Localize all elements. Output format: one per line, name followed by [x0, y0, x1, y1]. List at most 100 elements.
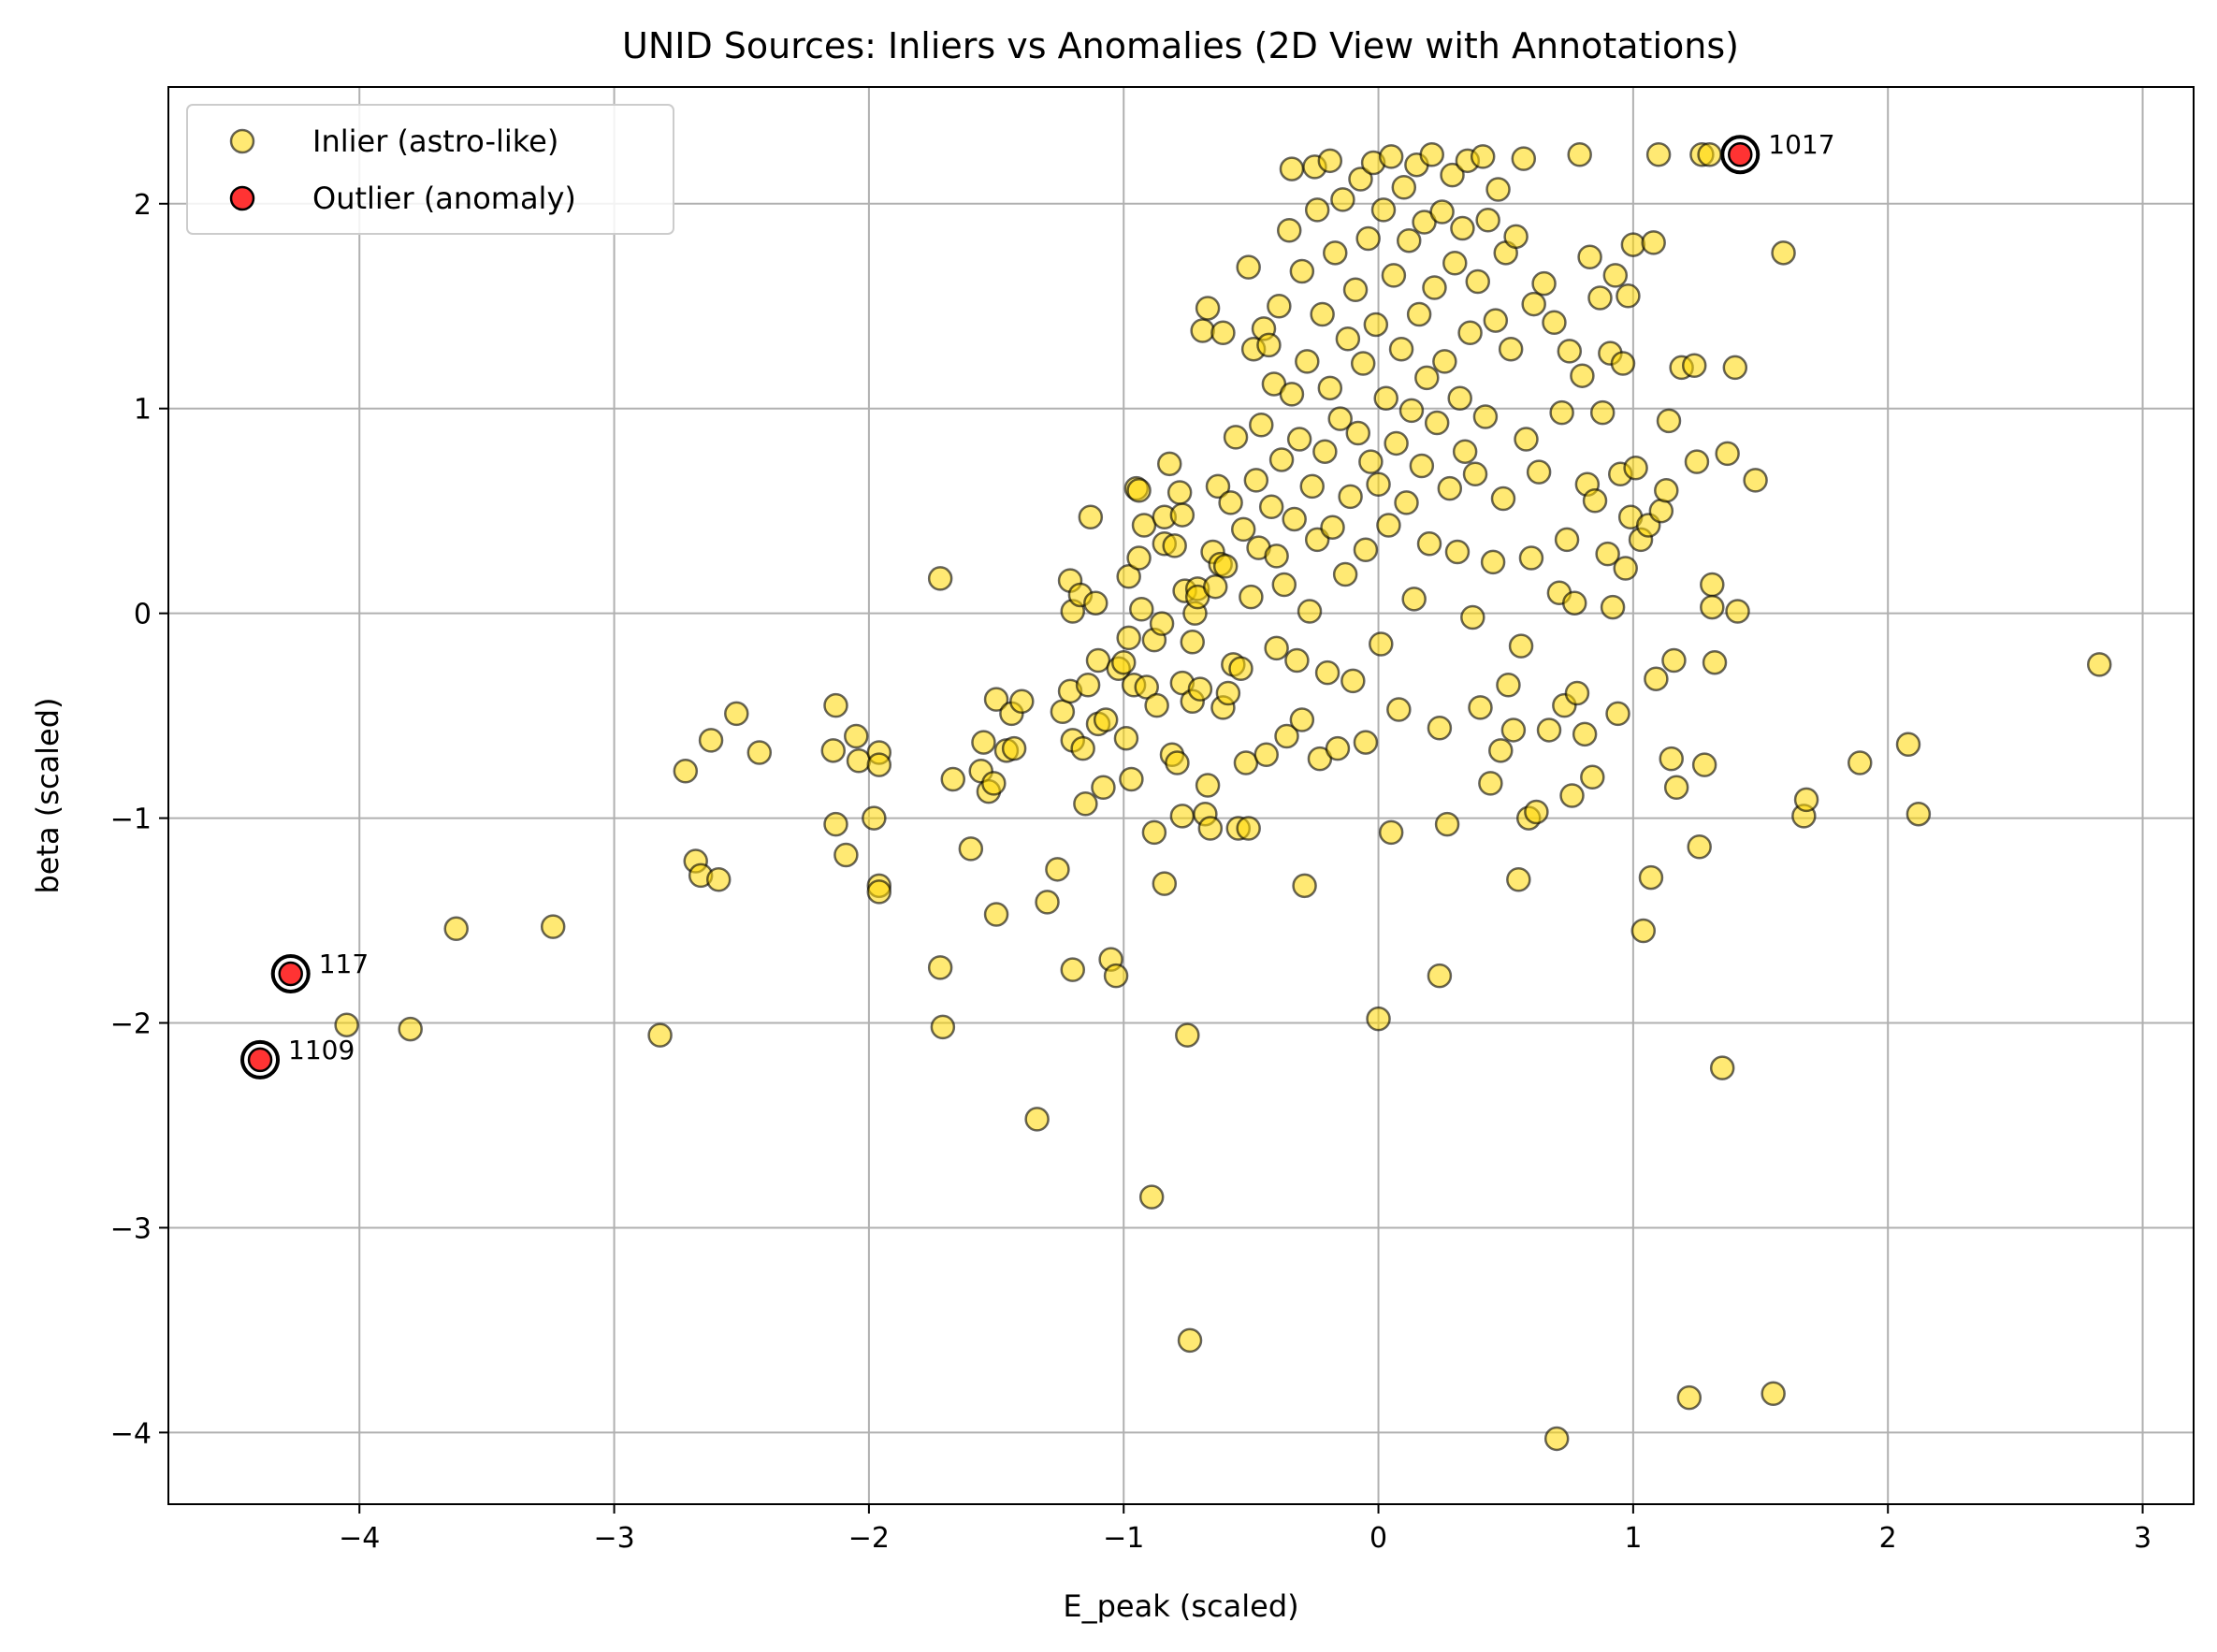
- inlier-point: [1450, 215, 1475, 241]
- inlier-point: [746, 740, 773, 765]
- inlier-point: [1905, 801, 1932, 827]
- inlier-point: [1325, 735, 1351, 761]
- inlier-point: [1314, 659, 1340, 686]
- inlier-point: [1085, 647, 1111, 674]
- inlier-point: [1409, 453, 1435, 479]
- inlier-point: [1580, 764, 1605, 790]
- inlier-point: [823, 811, 848, 837]
- inlier-point: [1289, 707, 1315, 732]
- inlier-point: [1264, 543, 1289, 569]
- inlier-point: [1557, 339, 1583, 364]
- x-axis-label: E_peak (scaled): [1063, 1588, 1298, 1624]
- inlier-point: [1638, 864, 1664, 891]
- inlier-point: [1648, 498, 1674, 524]
- inlier-point: [1110, 649, 1137, 675]
- y-tick-label: 2: [134, 189, 152, 222]
- legend-inlier-label: Inlier (astro-like): [312, 123, 558, 159]
- inlier-point: [1340, 668, 1366, 694]
- inlier-point: [1239, 584, 1264, 610]
- outlier-point: [278, 961, 303, 987]
- inlier-point: [1378, 819, 1404, 846]
- inlier-point: [1342, 277, 1369, 302]
- inlier-point: [1610, 351, 1636, 376]
- outlier-annotation: 1109: [288, 1035, 355, 1065]
- outlier-highlight-ring: [1720, 135, 1761, 175]
- inlier-point: [1195, 773, 1221, 798]
- inlier-point: [1697, 141, 1722, 167]
- inlier-point: [1503, 224, 1529, 250]
- inlier-point: [1700, 594, 1725, 620]
- inlier-point: [1572, 721, 1598, 747]
- inlier-point: [1271, 572, 1297, 598]
- inlier-point: [1212, 554, 1239, 579]
- inlier-point: [1355, 225, 1381, 252]
- inlier-point: [1093, 707, 1119, 732]
- inlier-point: [1526, 459, 1552, 485]
- inlier-point: [1378, 144, 1404, 169]
- inlier-point: [1190, 318, 1215, 343]
- inlier-point: [1327, 406, 1353, 431]
- inlier-point: [1616, 283, 1641, 309]
- inlier-point: [1577, 244, 1602, 269]
- inlier-point: [1358, 449, 1384, 474]
- inlier-point: [1243, 468, 1269, 493]
- inlier-point: [1414, 365, 1440, 391]
- inlier-point: [1348, 167, 1373, 192]
- inlier-point: [1432, 349, 1457, 374]
- inlier-point: [833, 842, 859, 868]
- inlier-point: [1131, 513, 1157, 538]
- inlier-point: [1676, 1384, 1703, 1411]
- inlier-point: [1613, 556, 1638, 581]
- inlier-point: [1113, 725, 1139, 751]
- inlier-point: [1332, 561, 1358, 587]
- inlier-point: [1427, 716, 1453, 741]
- inlier-point: [1035, 890, 1060, 915]
- inlier-point: [1394, 490, 1419, 515]
- inlier-point: [1210, 320, 1236, 345]
- inlier-point: [540, 914, 566, 939]
- inlier-point: [1684, 449, 1710, 474]
- outlier-annotation: 117: [319, 949, 369, 979]
- inlier-point: [1152, 871, 1178, 896]
- inlier-point: [1134, 674, 1159, 700]
- x-tick-label: −3: [593, 1522, 634, 1555]
- inlier-point: [398, 1016, 423, 1042]
- inlier-point: [1317, 375, 1343, 401]
- inlier-point: [334, 1012, 359, 1037]
- inlier-point: [823, 692, 848, 718]
- inlier-point: [1381, 263, 1407, 288]
- inlier-point: [1050, 699, 1076, 724]
- inlier-point: [1561, 590, 1587, 616]
- inlier-point: [1249, 412, 1274, 438]
- inlier-point: [1236, 254, 1261, 280]
- inlier-point: [1582, 487, 1608, 514]
- inlier-point: [1457, 320, 1483, 345]
- inlier-point: [1363, 312, 1389, 338]
- inlier-point: [866, 752, 892, 777]
- inlier-point: [1197, 816, 1224, 841]
- inlier-point: [862, 805, 887, 831]
- inlier-point: [1169, 502, 1195, 528]
- inlier-point: [1771, 240, 1796, 266]
- inlier-point: [1406, 301, 1432, 327]
- inlier-point: [927, 955, 953, 980]
- inlier-point: [1119, 766, 1144, 792]
- x-tick-label: −1: [1103, 1522, 1144, 1555]
- inlier-point: [1623, 455, 1648, 481]
- inlier-point: [1292, 873, 1317, 899]
- inlier-point: [1587, 285, 1613, 311]
- inlier-point: [820, 738, 847, 763]
- inlier-point: [1645, 141, 1672, 167]
- inlier-point: [1391, 175, 1417, 200]
- outlier-point: [1728, 141, 1753, 167]
- inlier-point: [1177, 1327, 1203, 1354]
- y-tick-label: −4: [110, 1417, 152, 1450]
- inlier-point: [1388, 336, 1414, 362]
- inlier-point: [1070, 735, 1095, 761]
- inlier-point: [1595, 541, 1620, 567]
- inlier-point: [1725, 599, 1750, 624]
- inlier-point: [1075, 673, 1101, 698]
- inlier-point: [1659, 746, 1684, 772]
- inlier-point: [1605, 701, 1630, 727]
